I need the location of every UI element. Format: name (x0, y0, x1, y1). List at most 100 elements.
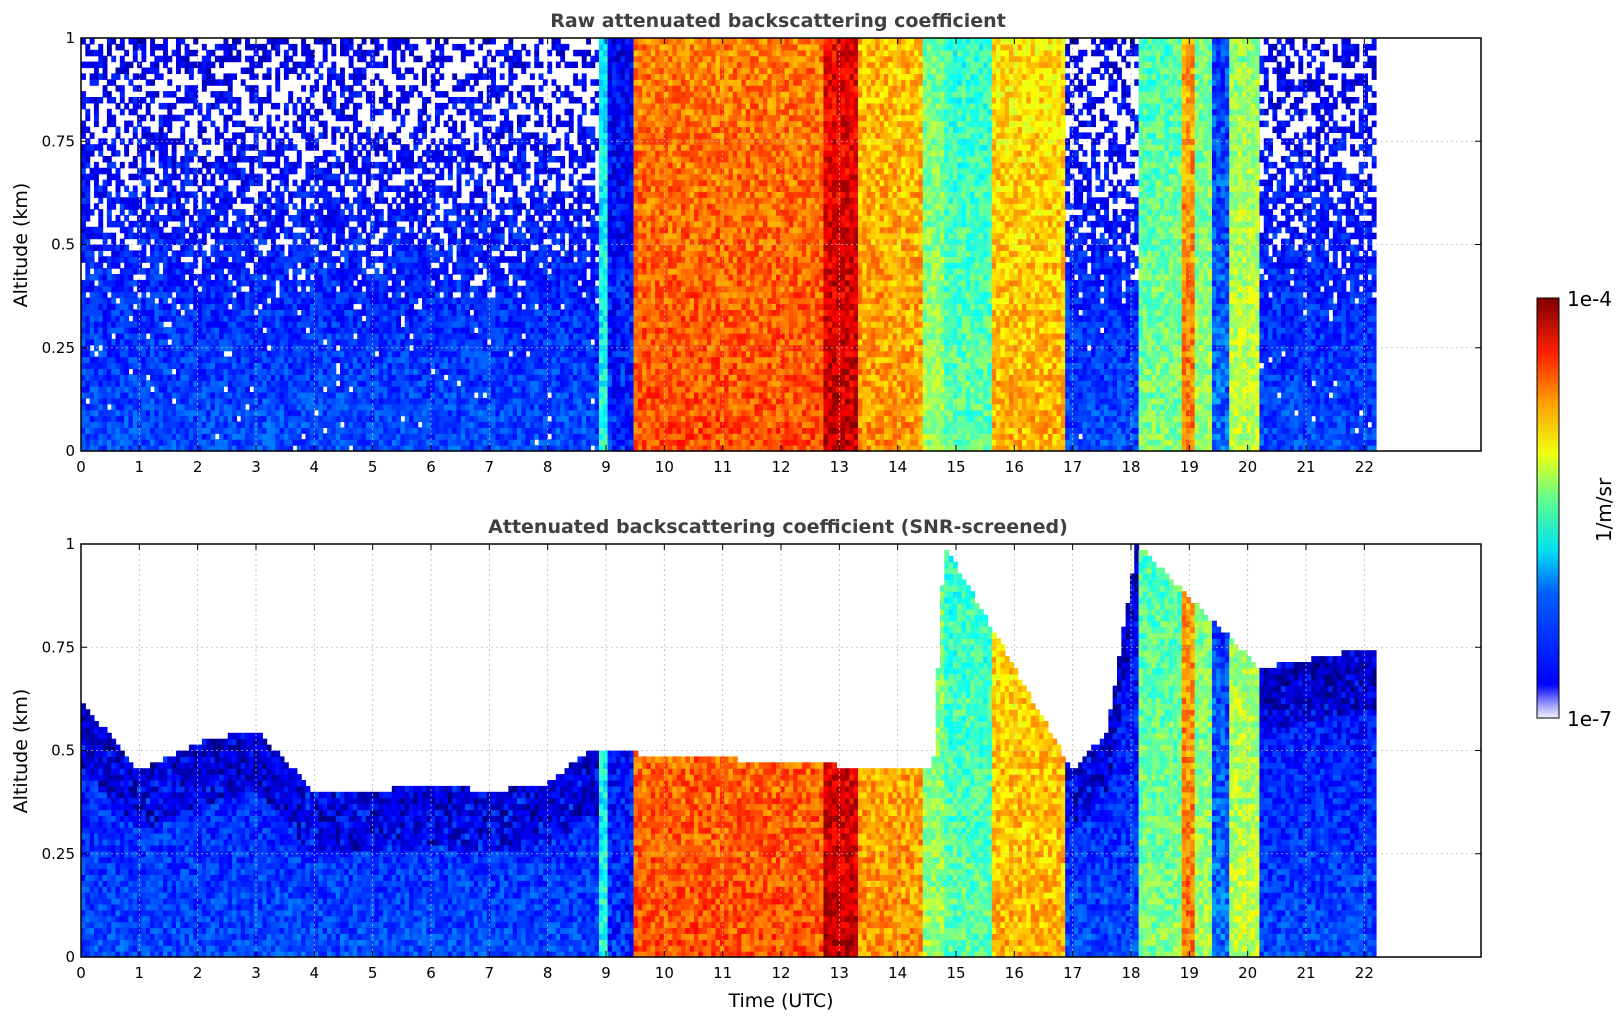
heatmap-cell (119, 392, 125, 399)
heatmap-cell (150, 421, 155, 428)
heatmap-cell (357, 403, 363, 411)
heatmap-cell (171, 268, 177, 275)
heatmap-cell (111, 244, 117, 251)
heatmap-cell (434, 291, 440, 299)
heatmap-cell (98, 445, 104, 452)
heatmap-cell (227, 156, 233, 163)
heatmap-cell (85, 108, 91, 116)
heatmap-cell (171, 445, 177, 452)
heatmap-cell (141, 126, 147, 133)
heatmap-cell (473, 439, 479, 446)
heatmap-cell (163, 350, 168, 358)
heatmap-cell (81, 333, 86, 340)
heatmap-cell (322, 150, 328, 157)
heatmap-cell (206, 433, 212, 440)
heatmap-cell (223, 427, 229, 434)
heatmap-cell (188, 156, 194, 163)
heatmap-cell (331, 303, 337, 310)
heatmap-cell (171, 344, 177, 352)
heatmap-cell (270, 203, 276, 210)
heatmap-cell (253, 262, 259, 269)
heatmap-cell (426, 209, 432, 216)
heatmap-cell (305, 55, 311, 63)
heatmap-cell (266, 403, 272, 411)
heatmap-cell (348, 250, 354, 257)
heatmap-cell (223, 262, 229, 269)
heatmap-cell (296, 445, 302, 452)
heatmap-cell (352, 49, 358, 57)
heatmap-cell (210, 333, 216, 340)
heatmap-cell (378, 238, 384, 246)
heatmap-cell (443, 185, 449, 192)
heatmap-cell (292, 386, 298, 393)
heatmap-cell (227, 161, 233, 169)
heatmap-cell (404, 403, 410, 411)
heatmap-cell (409, 386, 414, 393)
heatmap-cell (188, 274, 194, 281)
heatmap-cell (430, 427, 436, 434)
heatmap-cell (219, 315, 225, 322)
heatmap-cell (400, 85, 406, 92)
heatmap-cell (201, 374, 207, 381)
heatmap-cell (210, 433, 216, 440)
heatmap-cell (378, 256, 384, 263)
heatmap-cell (465, 226, 471, 234)
heatmap-cell (275, 185, 281, 192)
heatmap-cell (85, 185, 91, 192)
heatmap-cell (102, 238, 108, 246)
heatmap-cell (102, 185, 108, 192)
heatmap-cell (245, 126, 250, 133)
heatmap-cell (154, 409, 160, 417)
heatmap-cell (365, 132, 371, 139)
heatmap-cell (430, 380, 436, 387)
heatmap-cell (365, 392, 371, 399)
heatmap-cell (357, 220, 363, 228)
heatmap-cell (456, 344, 462, 352)
heatmap-cell (175, 61, 181, 69)
heatmap-cell (314, 403, 320, 411)
heatmap-cell (180, 386, 186, 393)
heatmap-cell (305, 161, 311, 169)
heatmap-cell (404, 415, 410, 423)
heatmap-cell (227, 232, 233, 240)
heatmap-cell (214, 43, 220, 51)
heatmap-cell (106, 215, 112, 222)
heatmap-cell (206, 161, 212, 169)
heatmap-cell (434, 144, 440, 151)
heatmap-cell (81, 327, 86, 334)
heatmap-cell (266, 38, 272, 45)
heatmap-cell (352, 421, 358, 428)
heatmap-cell (318, 268, 324, 275)
heatmap-cell (210, 397, 216, 405)
heatmap-cell (154, 256, 160, 263)
heatmap-cell (391, 409, 397, 417)
heatmap-cell (460, 374, 466, 381)
heatmap-cell (227, 85, 233, 92)
heatmap-cell (365, 344, 371, 352)
heatmap-cell (163, 43, 168, 51)
heatmap-cell (422, 256, 427, 263)
heatmap-cell (111, 173, 117, 181)
heatmap-cell (283, 285, 289, 293)
heatmap-cell (106, 427, 112, 434)
heatmap-cell (232, 238, 237, 246)
heatmap-cell (387, 185, 393, 192)
heatmap-cell (214, 185, 220, 192)
heatmap-cell (491, 309, 496, 316)
heatmap-cell (158, 238, 164, 246)
heatmap-cell (331, 333, 337, 340)
heatmap-cell (283, 279, 289, 287)
heatmap-cell (240, 215, 246, 222)
heatmap-cell (327, 421, 332, 428)
heatmap-cell (180, 244, 186, 251)
heatmap-cell (158, 327, 164, 334)
heatmap-cell (391, 338, 397, 346)
heatmap-cell (223, 397, 229, 405)
heatmap-cell (305, 350, 311, 358)
heatmap-cell (249, 439, 255, 446)
heatmap-cell (283, 268, 289, 275)
heatmap-cell (257, 415, 263, 423)
heatmap-cell (201, 191, 207, 198)
heatmap-cell (245, 156, 250, 163)
heatmap-cell (262, 344, 268, 352)
